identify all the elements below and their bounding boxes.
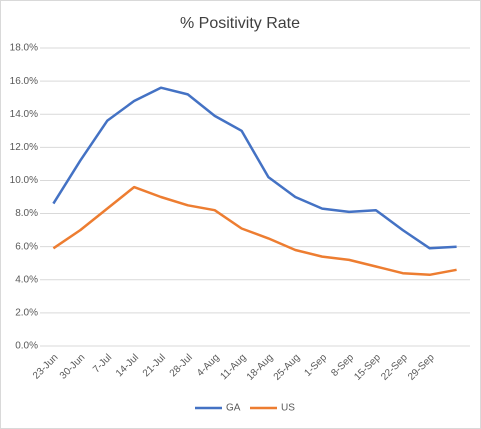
data-line <box>52 86 457 250</box>
y-tick-label: 2.0% <box>15 308 38 319</box>
y-tick-label: 14.0% <box>10 109 38 120</box>
data-line <box>52 185 457 277</box>
chart-title: % Positivity Rate <box>180 15 300 32</box>
y-tick-label: 18.0% <box>10 43 38 54</box>
y-tick-label: 16.0% <box>10 76 38 87</box>
y-tick-label: 6.0% <box>15 241 38 252</box>
y-tick-label: 10.0% <box>10 175 38 186</box>
y-tick-label: 0.0% <box>15 341 38 352</box>
legend-label: US <box>281 403 295 414</box>
y-tick-label: 8.0% <box>15 208 38 219</box>
y-tick-label: 12.0% <box>10 142 38 153</box>
legend-label: GA <box>226 403 241 414</box>
y-tick-label: 4.0% <box>15 274 38 285</box>
